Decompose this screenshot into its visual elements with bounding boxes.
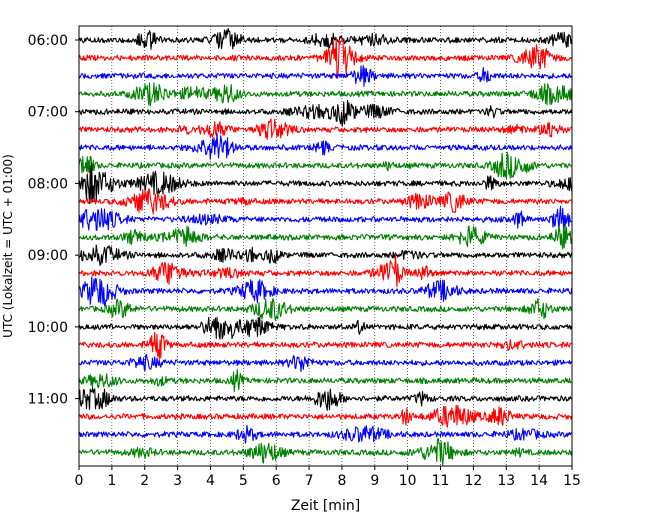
x-tick-label-3: 3 bbox=[173, 473, 182, 489]
x-tick-label-10: 10 bbox=[399, 473, 417, 489]
trace-row-0945 bbox=[78, 297, 573, 321]
seismic-traces bbox=[78, 27, 573, 466]
trace-row-0915 bbox=[78, 253, 573, 288]
trace-row-1030 bbox=[78, 353, 573, 373]
x-axis-ticks: 0 1 2 3 4 5 6 7 8 9 10 11 12 13 14 15 bbox=[75, 466, 581, 489]
y-tick-label-4: 10:00 bbox=[28, 320, 68, 336]
x-tick-label-6: 6 bbox=[272, 473, 281, 489]
trace-row-0830 bbox=[78, 205, 573, 231]
x-tick-label-2: 2 bbox=[140, 473, 149, 489]
trace-row-1115 bbox=[78, 404, 573, 428]
trace-row-1130 bbox=[78, 424, 573, 444]
trace-row-0900 bbox=[78, 244, 573, 266]
trace-row-0815 bbox=[78, 188, 573, 215]
trace-row-1100 bbox=[78, 387, 573, 411]
y-tick-label-5: 11:00 bbox=[28, 392, 68, 408]
x-tick-label-11: 11 bbox=[432, 473, 450, 489]
y-axis-label: UTC (Lokalzeit = UTC + 01:00) bbox=[1, 154, 15, 338]
trace-row-1145 bbox=[78, 437, 573, 466]
x-axis-label: Zeit [min] bbox=[291, 498, 360, 514]
x-tick-label-15: 15 bbox=[563, 473, 581, 489]
y-tick-label-0: 06:00 bbox=[28, 33, 68, 49]
x-tick-label-8: 8 bbox=[337, 473, 346, 489]
x-tick-label-5: 5 bbox=[239, 473, 248, 489]
x-tick-label-12: 12 bbox=[464, 473, 482, 489]
x-tick-label-14: 14 bbox=[530, 473, 548, 489]
trace-row-0645 bbox=[78, 82, 573, 107]
y-tick-label-1: 07:00 bbox=[28, 105, 68, 121]
plot-frame bbox=[78, 25, 573, 467]
x-tick-label-0: 0 bbox=[75, 473, 84, 489]
trace-row-0715 bbox=[78, 118, 572, 140]
x-tick-label-1: 1 bbox=[107, 473, 116, 489]
trace-row-0600 bbox=[78, 27, 573, 50]
trace-row-1045 bbox=[78, 368, 572, 393]
x-tick-label-7: 7 bbox=[305, 473, 314, 489]
grid-lines bbox=[111, 26, 540, 466]
trace-row-1000 bbox=[78, 316, 573, 340]
y-tick-label-2: 08:00 bbox=[28, 176, 68, 192]
x-tick-label-13: 13 bbox=[497, 473, 515, 489]
y-tick-label-3: 09:00 bbox=[28, 248, 68, 264]
trace-row-0730 bbox=[78, 132, 573, 160]
y-axis-ticks: 06:00 07:00 08:00 09:00 10:00 11:00 bbox=[28, 33, 79, 408]
x-tick-label-9: 9 bbox=[370, 473, 379, 489]
trace-row-0630 bbox=[78, 65, 573, 88]
trace-row-0745 bbox=[78, 151, 573, 179]
trace-row-1015 bbox=[78, 331, 572, 360]
trace-row-0700 bbox=[78, 99, 573, 127]
trace-row-0800 bbox=[78, 162, 573, 205]
trace-row-0845 bbox=[78, 225, 573, 250]
x-tick-label-4: 4 bbox=[206, 473, 215, 489]
trace-row-0615 bbox=[78, 36, 573, 79]
trace-row-0930 bbox=[78, 276, 573, 307]
